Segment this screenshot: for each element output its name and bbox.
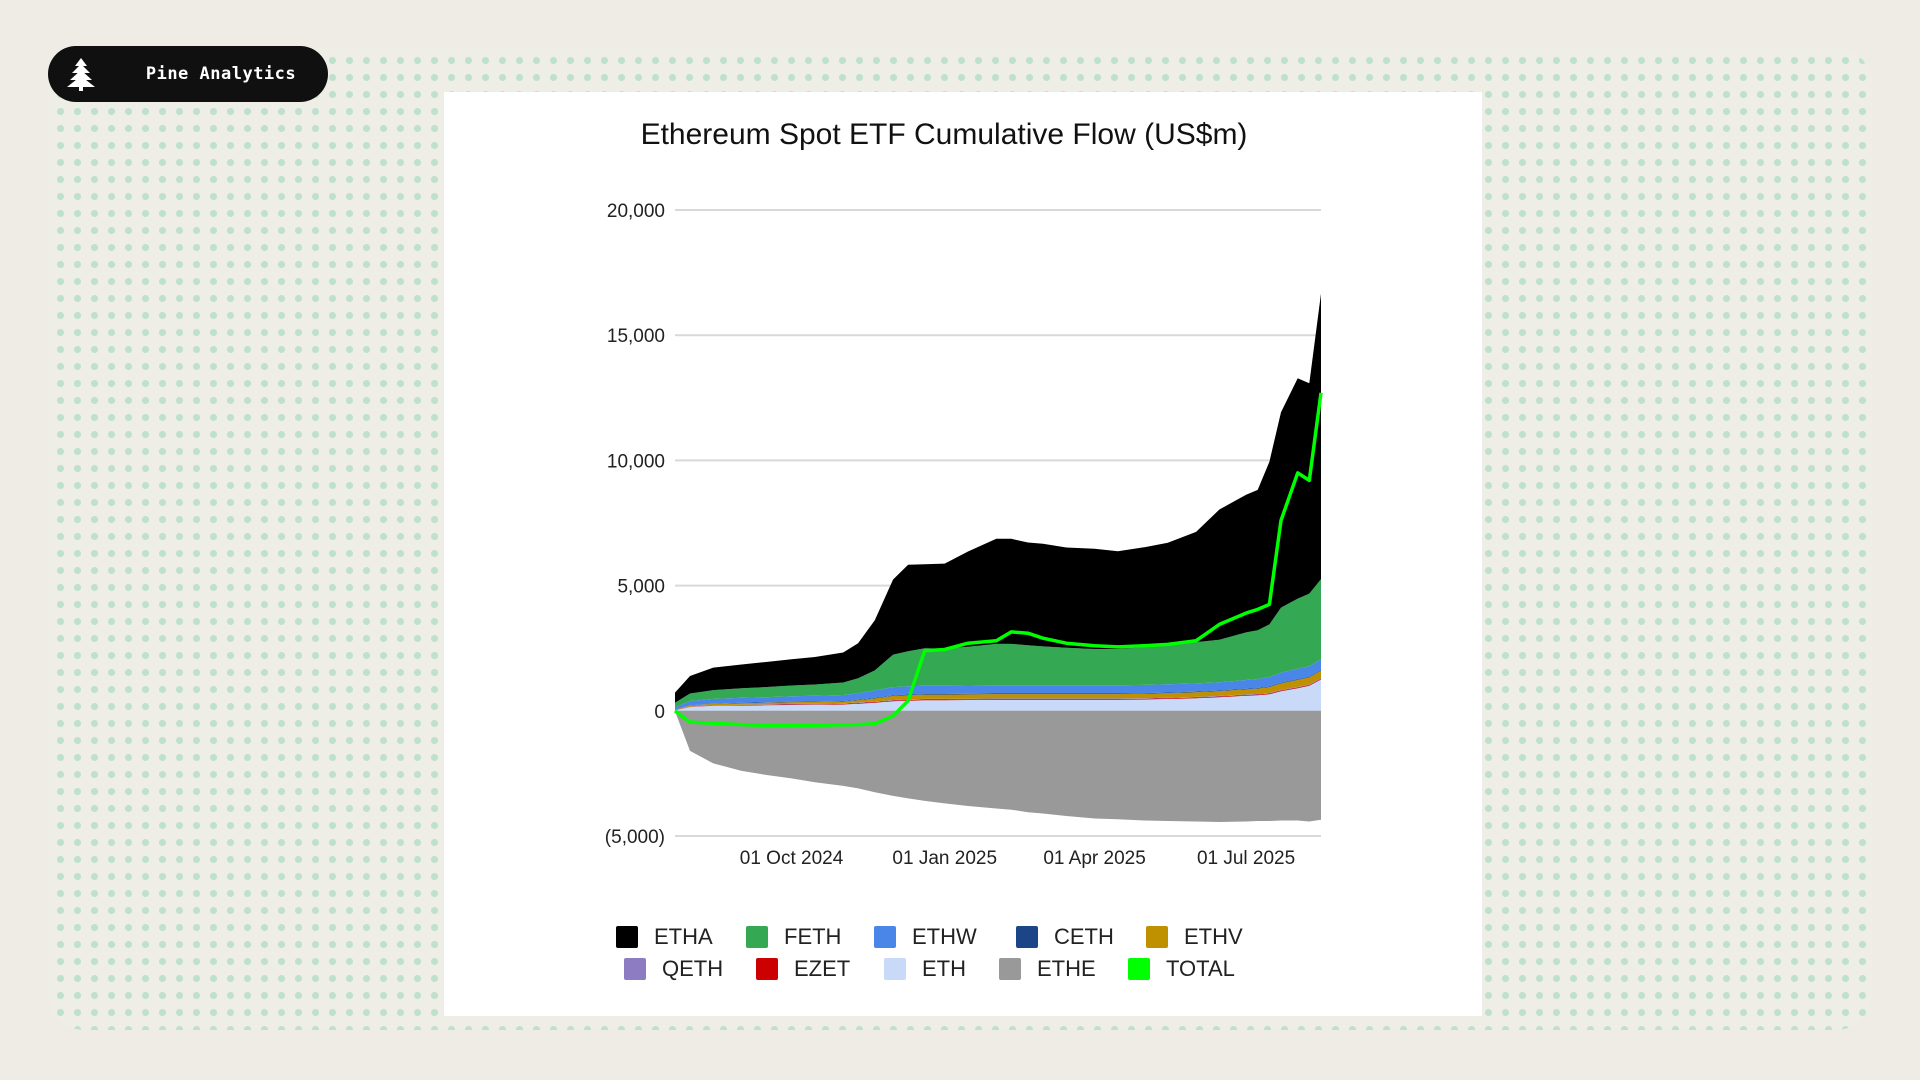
pine-tree-icon [67,58,95,91]
legend-swatch [874,926,896,948]
legend-item-ethv: ETHV [1146,924,1243,950]
chart-card: Ethereum Spot ETF Cumulative Flow (US$m)… [444,92,1482,1016]
x-tick-label: 01 Oct 2024 [740,848,844,869]
legend-label: QETH [662,956,724,981]
legend-item-total: TOTAL [1128,956,1235,982]
legend-item-feth: FETH [746,924,841,950]
legend-swatch [624,958,646,980]
legend-swatch [1146,926,1168,948]
legend-item-ethe: ETHE [999,956,1096,982]
legend-item-qeth: QETH [624,956,723,982]
legend-label: ETH [922,956,966,981]
y-tick-label: 10,000 [607,451,665,472]
legend-swatch [746,926,768,948]
legend-swatch [1128,958,1150,980]
y-tick-label: 5,000 [617,577,665,598]
x-tick-label: 01 Jul 2025 [1197,848,1295,869]
legend-label: TOTAL [1166,956,1235,981]
x-tick-label: 01 Apr 2025 [1043,848,1145,869]
chart-title: Ethereum Spot ETF Cumulative Flow (US$m) [641,118,1248,151]
line-series-total [673,392,1323,728]
legend-label: ETHW [912,924,977,949]
chart: Ethereum Spot ETF Cumulative Flow (US$m)… [605,118,1323,869]
legend-label: CETH [1054,924,1114,949]
legend-label: ETHV [1184,924,1243,949]
legend-swatch [884,958,906,980]
legend-swatch [1016,926,1038,948]
legend-swatch [756,958,778,980]
y-tick-label: 20,000 [607,201,665,222]
area-series-etha [675,293,1321,703]
area-series-ethe [675,710,1321,822]
legend-item-ceth: CETH [1016,924,1114,950]
y-tick-label: 15,000 [607,326,665,347]
area-series-feth [675,579,1321,708]
legend-label: FETH [784,924,842,949]
legend-label: ETHE [1037,956,1096,981]
legend-label: ETHA [654,924,713,949]
legend-item-ezet: EZET [756,956,850,982]
y-tick-label: 0 [654,702,665,723]
area-series-ethw [675,659,1321,710]
y-tick-label: (5,000) [605,827,665,848]
legend-item-ethw: ETHW [874,924,977,950]
legend-swatch [616,926,638,948]
legend-item-etha: ETHA [616,924,713,950]
area-series-eth [675,679,1321,711]
brand-badge: Pine Analytics [48,46,328,102]
legend-swatch [999,958,1021,980]
legend-item-eth: ETH [884,956,966,982]
x-tick-label: 01 Jan 2025 [892,848,997,869]
legend-label: EZET [794,956,851,981]
brand-name: Pine Analytics [145,64,297,84]
